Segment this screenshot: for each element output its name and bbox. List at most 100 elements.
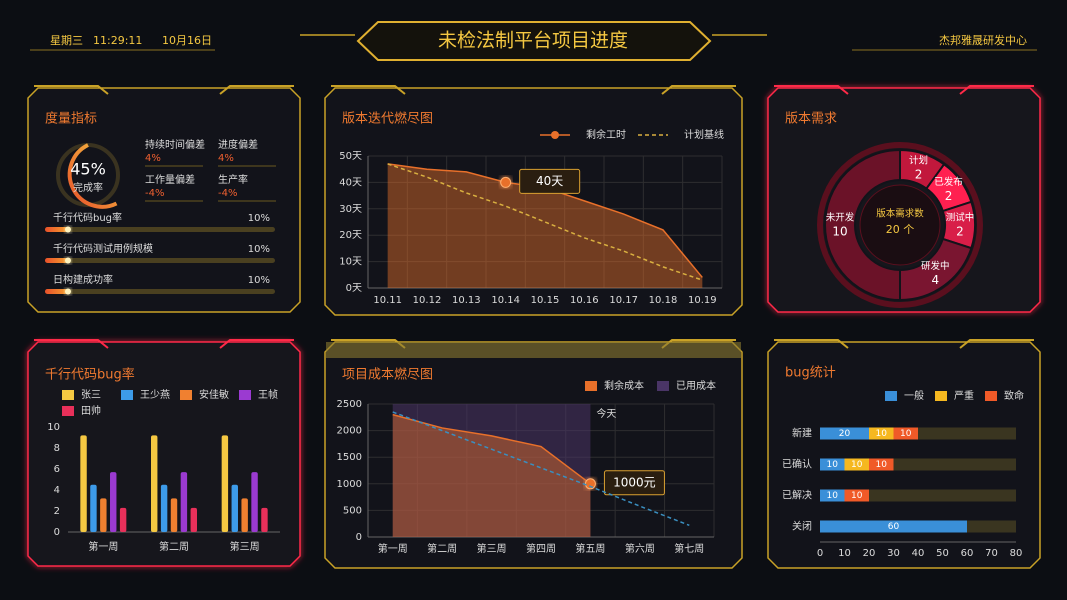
legend-label: 王少燕 — [140, 389, 170, 401]
y-tick-label: 2000 — [337, 426, 362, 437]
bar — [241, 498, 248, 532]
y-tick-label: 50天 — [339, 151, 362, 162]
legend-icon — [985, 391, 997, 401]
x-tick-label: 10.17 — [609, 295, 638, 306]
bar — [190, 507, 198, 532]
value-label: 60 — [888, 522, 900, 532]
legend-label: 安佳敏 — [199, 388, 229, 401]
bar-segment — [844, 458, 869, 471]
rate-name: 千行代码bug率 — [53, 211, 122, 224]
panel-title: 版本迭代燃尽图 — [342, 111, 433, 127]
x-tick-label: 10.13 — [452, 295, 481, 306]
time: 11:29:11 — [93, 34, 142, 47]
page-title: 未检法制平台项目进度 — [438, 30, 628, 52]
legend-label: 严重 — [954, 389, 974, 402]
deviation-value: 4% — [218, 153, 234, 164]
bar — [180, 472, 188, 532]
bar — [90, 484, 97, 532]
value-label: 10 — [851, 460, 863, 470]
title-frame — [356, 21, 712, 61]
deviation-name: 工作量偏差 — [145, 173, 195, 186]
rate-name: 千行代码测试用例规模 — [53, 242, 153, 255]
x-tick-label: 第二周 — [427, 542, 457, 555]
legend-icon-dot — [551, 131, 559, 139]
value-label: 10 — [900, 429, 912, 439]
bar — [110, 472, 117, 532]
label-box — [519, 168, 581, 194]
x-tick-label: 10.19 — [688, 295, 717, 306]
area — [387, 163, 703, 288]
deviation-name: 持续时间偏差 — [145, 138, 205, 151]
x-tick-label: 50 — [936, 548, 949, 559]
bar-segment — [893, 427, 918, 440]
panel-tab — [774, 339, 1034, 349]
panel-title: 千行代码bug率 — [45, 367, 135, 383]
rate-dot — [65, 257, 71, 264]
value-label: 1000元 — [613, 475, 656, 489]
legend-icon — [585, 381, 597, 391]
point-marker — [500, 176, 512, 188]
legend-label: 致命 — [1004, 389, 1024, 402]
y-tick-label: 关闭 — [792, 520, 812, 533]
y-tick-label: 1500 — [337, 452, 362, 463]
legend-icon — [180, 390, 192, 400]
x-tick-label: 20 — [863, 548, 876, 559]
x-tick-label: 第四周 — [526, 542, 556, 555]
line — [392, 413, 591, 485]
x-tick-label: 第七周 — [674, 542, 704, 555]
gauge-arc — [67, 143, 118, 209]
y-tick-label: 6 — [54, 464, 60, 475]
date: 10月16日 — [162, 34, 212, 47]
x-tick-label: 第二周 — [159, 540, 189, 553]
bar — [251, 472, 258, 532]
area — [392, 414, 591, 537]
panel-tab — [34, 339, 294, 349]
value-label: 10 — [876, 460, 888, 470]
legend-label: 计划基线 — [684, 128, 724, 141]
bar-segment — [869, 427, 894, 440]
bar — [100, 498, 107, 532]
y-tick-label: 2500 — [337, 399, 362, 410]
bar-segment — [844, 489, 869, 502]
y-tick-label: 0 — [356, 532, 362, 543]
panel-tab — [774, 85, 1034, 95]
weekday: 星期三 — [50, 34, 83, 47]
pie-outer-ring — [817, 142, 983, 308]
value-label: 10 — [876, 429, 888, 439]
legend-label: 剩余成本 — [604, 379, 644, 392]
panel-banner — [326, 342, 741, 358]
x-tick-label: 40 — [912, 548, 925, 559]
bar-segment — [820, 520, 967, 533]
gauge-caption: 完成率 — [73, 181, 103, 194]
rate-bar — [45, 258, 68, 263]
slice-name: 测试中 — [946, 212, 975, 224]
bar — [170, 498, 178, 532]
legend-label: 一般 — [904, 389, 924, 402]
y-tick-label: 已解决 — [782, 489, 812, 502]
y-tick-label: 1000 — [337, 479, 362, 490]
y-tick-label: 8 — [54, 443, 60, 454]
point-marker — [584, 478, 596, 490]
label-box — [603, 470, 665, 496]
y-tick-label: 40天 — [339, 177, 362, 188]
value-label: 10 — [827, 460, 839, 470]
x-tick-label: 10.12 — [413, 295, 442, 306]
x-tick-label: 第三周 — [230, 540, 260, 553]
rate-bar — [45, 289, 68, 294]
panel-frame — [324, 87, 743, 316]
y-tick-label: 0 — [54, 527, 60, 538]
y-tick-label: 500 — [343, 505, 362, 516]
legend-label: 张三 — [81, 389, 101, 401]
slice-value: 2 — [945, 189, 953, 203]
x-tick-label: 10.14 — [491, 295, 520, 306]
area — [392, 404, 591, 537]
y-tick-label: 已确认 — [782, 458, 812, 471]
x-tick-label: 10.15 — [531, 295, 560, 306]
bar — [119, 507, 127, 532]
slice-value: 2 — [956, 225, 964, 239]
x-tick-label: 第五周 — [575, 542, 605, 555]
slice-name: 已发布 — [934, 176, 963, 188]
y-tick-label: 4 — [54, 485, 60, 496]
rate-track — [45, 258, 275, 263]
